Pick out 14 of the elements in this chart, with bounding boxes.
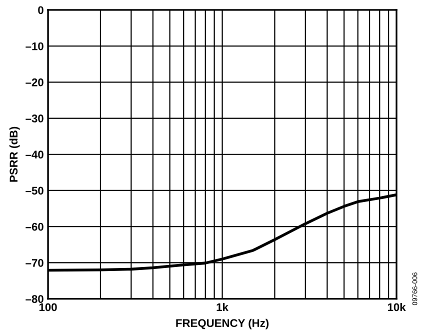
x-tick-label: 100: [39, 303, 57, 312]
x-tick-label: 10k: [388, 302, 406, 312]
y-tick-label: –50: [26, 186, 44, 195]
y-tick-label: –80: [26, 295, 44, 303]
y-tick-label: –10: [26, 42, 44, 50]
y-tick-label: –20: [26, 78, 44, 86]
y-tick-label: –70: [26, 258, 44, 267]
y-tick-label: –60: [26, 222, 44, 231]
y-tick-label: 0: [38, 6, 44, 14]
x-tick-label: 1k: [216, 302, 228, 312]
y-axis-title: PSRR (dB): [9, 126, 20, 182]
x-axis-title: FREQUENCY (Hz): [176, 318, 269, 330]
y-tick-label: –40: [26, 150, 44, 159]
y-tick-label: –30: [26, 114, 44, 122]
